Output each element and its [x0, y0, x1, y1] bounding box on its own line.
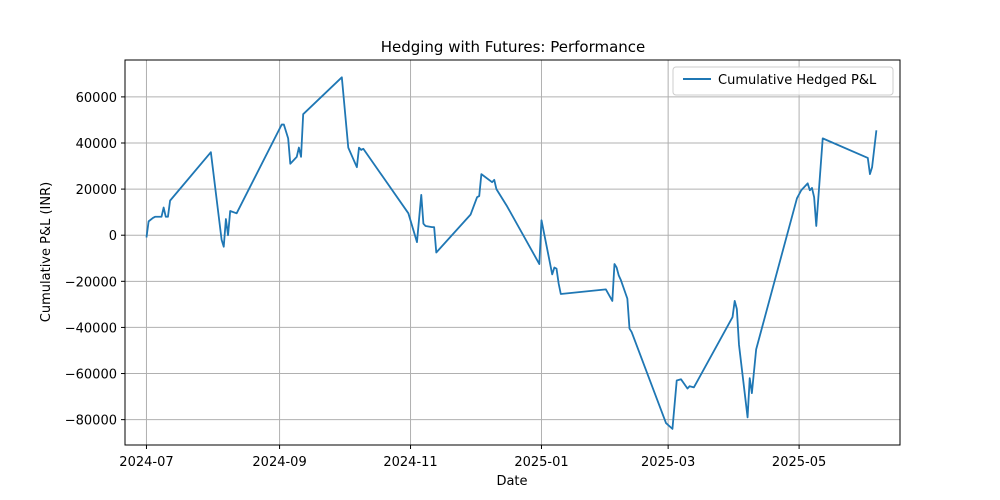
- x-tick-label: 2024-11: [383, 455, 437, 470]
- legend-box: [672, 66, 894, 96]
- chart-title: Hedging with Futures: Performance: [381, 38, 646, 56]
- y-tick-label: 20000: [76, 183, 117, 198]
- x-tick-label: 2024-09: [252, 455, 306, 470]
- y-tick-label: 0: [109, 229, 117, 244]
- series-layer: [145, 76, 878, 430]
- axis-ticks: 2024-07 2024-09 2024-11 2025-01 2025-03 2025-…: [65, 91, 827, 470]
- legend-label: Cumulative Hedged P&L: [718, 73, 877, 88]
- x-tick-label: 2025-01: [514, 455, 568, 470]
- x-tick-label: 2024-07: [119, 455, 173, 470]
- y-tick-label: 40000: [76, 137, 117, 152]
- y-axis-label: Cumulative P&L (INR): [39, 182, 54, 322]
- x-axis-label: Date: [496, 474, 527, 489]
- plot-frame: [124, 59, 901, 446]
- y-tick-label: −40000: [65, 321, 117, 336]
- legend: Cumulative Hedged P&L: [672, 66, 894, 96]
- gridlines: [125, 60, 900, 445]
- x-tick-label: 2025-05: [772, 455, 826, 470]
- y-tick-label: −80000: [65, 414, 117, 429]
- y-tick-label: −20000: [65, 275, 117, 290]
- y-tick-label: −60000: [65, 368, 117, 383]
- y-tick-label: 60000: [76, 91, 117, 106]
- series-line: [145, 76, 878, 430]
- x-tick-label: 2025-03: [641, 455, 695, 470]
